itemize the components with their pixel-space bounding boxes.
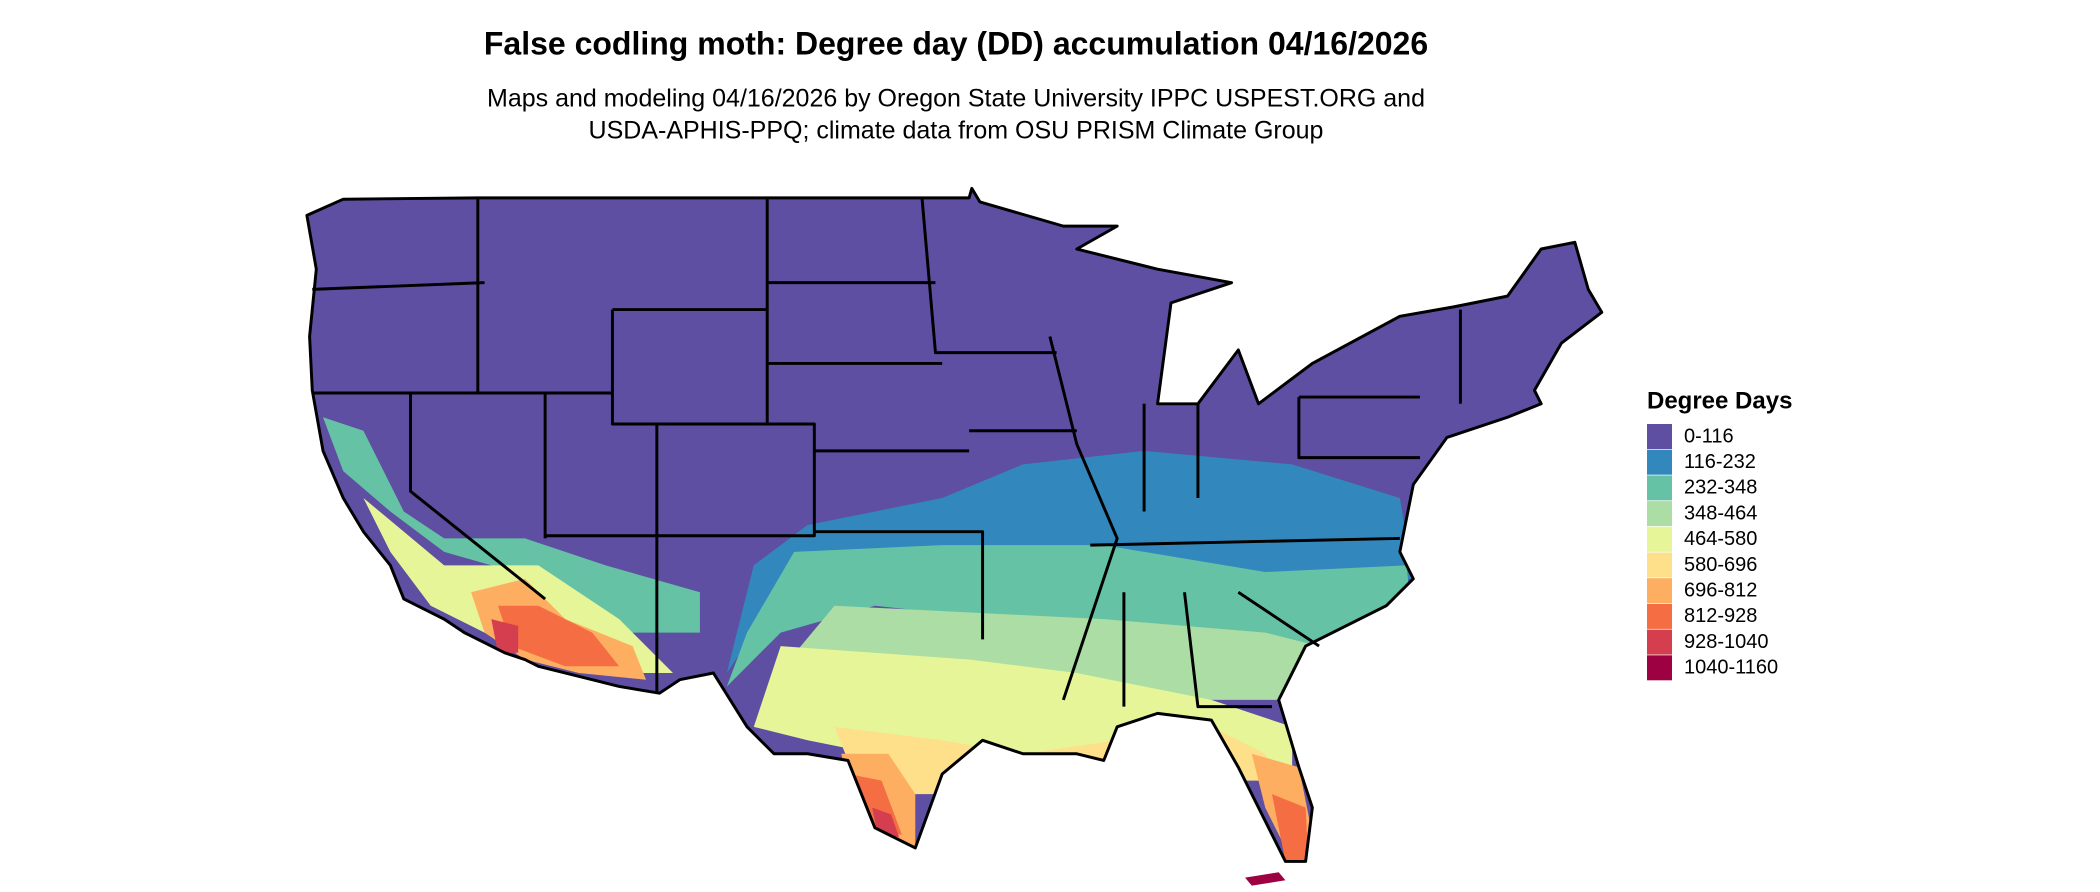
legend-swatch	[1647, 526, 1672, 552]
zone	[767, 605, 1320, 700]
map-subtitle: USDA-APHIS-PPQ; climate data from OSU PR…	[589, 117, 1324, 145]
state-border	[545, 422, 816, 538]
legend-label: 116-232	[1684, 451, 1756, 473]
legend-label: 812-928	[1684, 605, 1757, 627]
state-border	[312, 281, 485, 291]
legend-label: 232-348	[1684, 477, 1757, 499]
state-borders	[305, 186, 1604, 863]
legend-swatch	[1647, 424, 1672, 449]
zone	[1245, 872, 1286, 886]
legend-label: 464-580	[1684, 528, 1757, 550]
zone	[498, 605, 620, 667]
legend-label: 348-464	[1684, 502, 1757, 524]
legend-swatch	[1647, 475, 1672, 501]
legend-label: 928-1040	[1684, 631, 1769, 653]
legend-label: 1040-1160	[1684, 657, 1778, 679]
legend-swatch	[1647, 501, 1672, 527]
map-subtitle: Maps and modeling 04/16/2026 by Oregon S…	[487, 85, 1425, 113]
legend-swatch	[1647, 629, 1672, 655]
state-border	[814, 530, 985, 640]
legend-title: Degree Days	[1647, 387, 1792, 414]
state-border	[409, 393, 547, 601]
zone	[1271, 794, 1309, 862]
zone	[726, 450, 1414, 673]
legend: 0-116 116-232 232-348 348-464 464-580 580-696…	[1647, 424, 1778, 681]
legend-swatch	[1647, 449, 1672, 475]
legend-swatch	[1647, 552, 1672, 578]
us-map	[305, 186, 1604, 886]
zone	[491, 619, 519, 653]
state-border	[1048, 336, 1119, 701]
zone	[323, 417, 700, 633]
state-border	[1090, 536, 1400, 547]
legend-swatch	[1647, 603, 1672, 629]
state-border	[1183, 592, 1272, 709]
state-border	[920, 197, 1057, 355]
legend-swatch	[1647, 655, 1672, 681]
legend-label: 0-116	[1684, 425, 1734, 447]
legend-label: 580-696	[1684, 554, 1757, 576]
legend-label: 696-812	[1684, 579, 1757, 601]
state-border	[1237, 591, 1320, 648]
state-border	[1297, 397, 1421, 460]
map-title: False codling moth: Degree day (DD) accu…	[484, 25, 1428, 61]
legend-swatch	[1647, 578, 1672, 604]
